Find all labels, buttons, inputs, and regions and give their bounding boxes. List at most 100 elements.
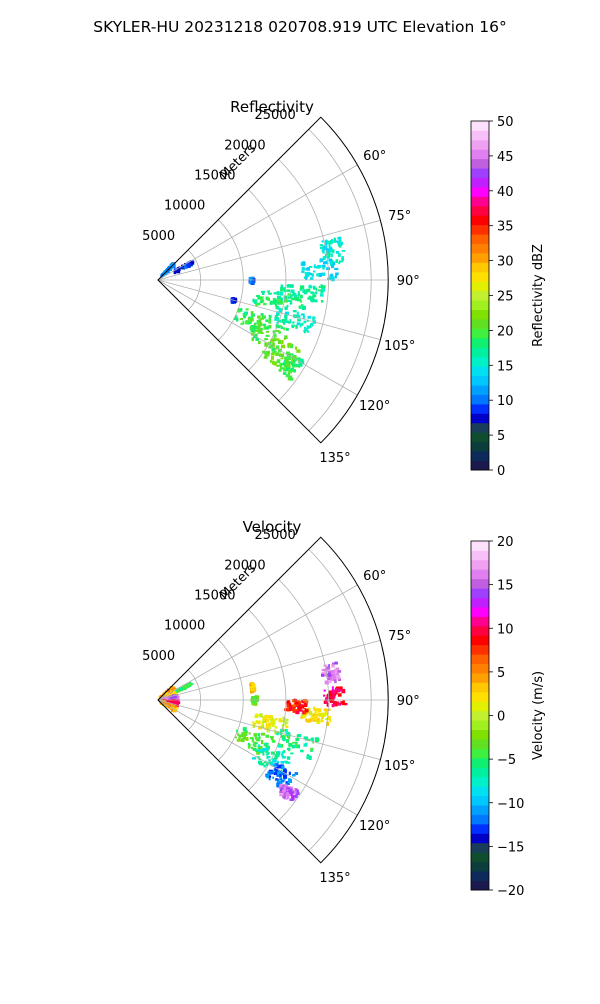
echo-cell	[277, 751, 281, 754]
echo-cell	[328, 244, 331, 248]
echo-cell	[280, 779, 285, 783]
echo-cell	[297, 357, 301, 360]
echo-cell	[251, 747, 254, 750]
echo-cell	[274, 731, 278, 735]
echo-cell	[337, 242, 341, 245]
echo-cell	[255, 720, 259, 724]
echo-cell	[268, 345, 271, 349]
echo-cell	[282, 372, 287, 375]
echo-cell	[304, 328, 309, 331]
echo-cell	[283, 771, 287, 774]
echo-cell	[245, 320, 249, 325]
echo-cell	[334, 670, 339, 675]
velocity-panel: Velocity 5000 10000 15000 20000 25000 60° 75° 90…	[142, 518, 546, 899]
echo-cell	[263, 316, 266, 319]
echo-cell	[335, 273, 338, 276]
echo-cell	[261, 762, 265, 766]
echo-cell	[301, 712, 305, 717]
echo-cell	[311, 273, 314, 277]
echo-cell	[280, 287, 284, 292]
echo-cell	[176, 269, 181, 274]
echo-cell	[331, 692, 335, 696]
echo-cell	[265, 762, 269, 766]
echo-cell	[330, 241, 333, 244]
echo-cell	[305, 709, 309, 712]
colorbar-tick-label: 20	[497, 324, 514, 339]
echo-cell	[287, 699, 290, 704]
echo-cell	[294, 357, 298, 361]
colorbar-swatch	[471, 375, 489, 386]
echo-cell	[339, 260, 343, 263]
echo-cell	[288, 361, 292, 364]
echo-cell	[276, 782, 279, 787]
echo-cell	[284, 729, 288, 733]
echo-cell	[299, 323, 302, 328]
echo-cell	[287, 356, 291, 360]
echo-cell	[287, 293, 291, 296]
echo-cell	[333, 696, 336, 699]
echo-cell	[240, 734, 245, 738]
echo-cell	[268, 320, 272, 324]
colorbar-swatch	[471, 177, 489, 188]
echo-cell	[251, 337, 254, 342]
sector-outline	[157, 116, 389, 444]
colorbar-swatch	[471, 786, 489, 797]
echo-cell	[285, 725, 289, 729]
echo-cell	[264, 338, 267, 341]
echo-cell	[250, 681, 253, 685]
echo-cell	[287, 299, 292, 302]
range-tick-label: 10000	[164, 199, 205, 214]
echo-cell	[308, 266, 313, 268]
echo-cell	[250, 311, 254, 314]
echo-cell	[178, 687, 181, 690]
echo-cell	[297, 319, 301, 322]
colorbar-tick-label: 20	[497, 535, 514, 550]
echo-cell	[176, 694, 179, 697]
echo-cell	[257, 749, 259, 752]
azimuth-spoke	[157, 220, 381, 281]
echo-cell	[306, 319, 309, 322]
echo-cell	[290, 353, 294, 356]
echo-cell	[281, 344, 286, 349]
colorbar-swatch	[471, 710, 489, 721]
echo-cell	[285, 367, 289, 372]
echo-cell	[325, 717, 329, 720]
echo-cell	[189, 260, 192, 264]
echo-cell	[268, 715, 273, 720]
echo-cell	[252, 722, 257, 726]
echo-cell	[250, 697, 255, 700]
colorbar-swatch	[471, 823, 489, 834]
echo-cell	[257, 721, 261, 725]
echo-cell	[265, 750, 269, 753]
echo-cell	[173, 702, 178, 705]
echo-cell	[236, 318, 239, 322]
echo-cell	[312, 294, 317, 298]
echo-cell	[289, 319, 292, 324]
echo-cell	[337, 675, 341, 680]
echo-cell	[160, 700, 164, 703]
echo-cell	[282, 756, 287, 759]
echo-cell	[285, 374, 289, 378]
echo-cell	[171, 706, 175, 709]
echo-cell	[268, 759, 271, 762]
echo-cell	[287, 778, 291, 783]
echo-cell	[276, 760, 279, 764]
echo-cell	[282, 716, 286, 720]
echo-cell	[261, 725, 265, 729]
echo-cell	[309, 273, 312, 275]
echo-cell	[334, 661, 338, 665]
colorbar-swatch	[471, 842, 489, 853]
echo-cell	[273, 338, 277, 342]
echo-cell	[321, 715, 324, 720]
echo-cell	[267, 342, 272, 345]
echo-cell	[252, 702, 255, 706]
echo-cell	[252, 724, 255, 728]
colorbar-swatch	[471, 691, 489, 702]
echo-cell	[336, 701, 340, 704]
echo-cell	[341, 701, 345, 706]
echo-cell	[310, 298, 315, 303]
echo-cell	[256, 302, 260, 306]
echo-cell	[292, 321, 295, 324]
echo-layer	[158, 661, 348, 801]
